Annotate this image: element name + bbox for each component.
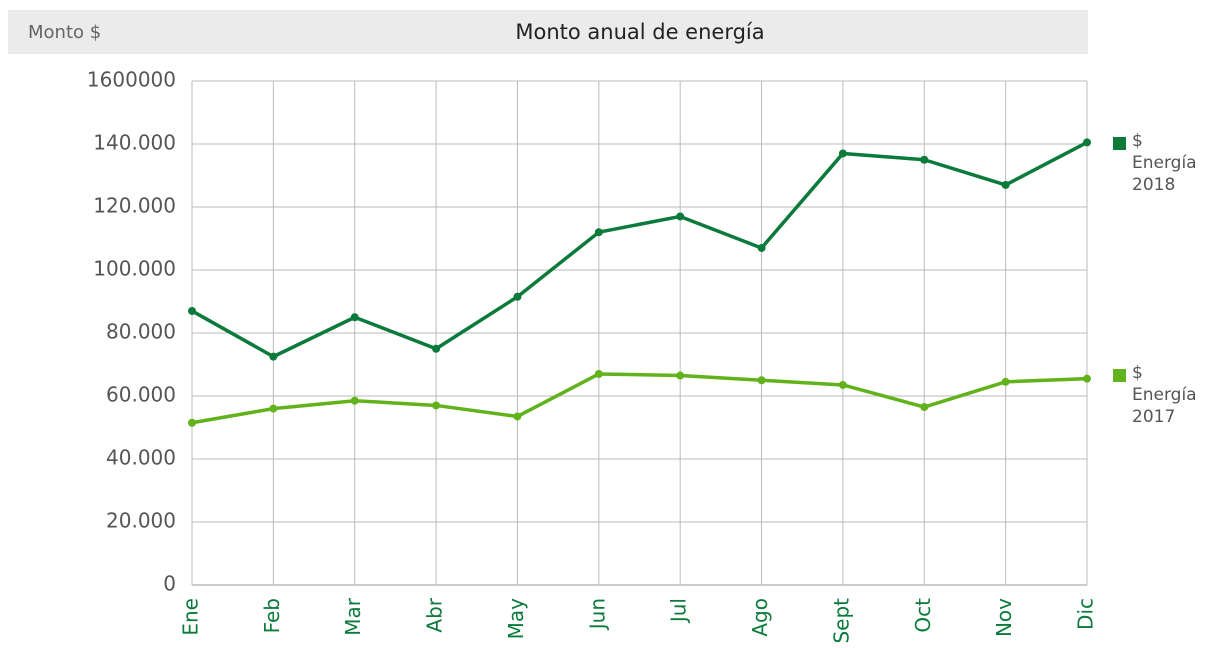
x-tick-label: Jun [585,598,609,631]
series-line [191,140,1088,359]
data-point [757,376,766,385]
legend-swatch [1113,137,1126,150]
x-tick-label: Nov [992,598,1016,637]
x-tick-label: Mar [341,597,365,636]
data-point [676,212,685,221]
y-tick-label: 1600000 [87,68,176,92]
x-tick-label: Ene [179,598,203,636]
data-point [594,369,603,378]
data-point [513,292,522,301]
data-point [350,313,359,322]
series-line [191,372,1088,425]
data-point [1083,138,1091,147]
data-point [838,149,847,158]
data-point [594,228,603,237]
data-point [432,344,441,353]
x-tick-label: Dic [1074,598,1098,630]
data-point [838,380,847,389]
data-point [188,418,196,427]
x-tick-label: Jul [667,598,691,624]
data-point [188,306,196,315]
legend-label: $ Energía 2018 [1132,131,1197,195]
x-tick-label: Abr [423,597,447,632]
data-point [513,412,522,421]
legend-label: $ Energía 2017 [1132,363,1197,427]
y-axis-label: Monto $ [28,22,101,43]
data-point [350,396,359,405]
data-point [1001,377,1010,386]
data-point [920,403,929,412]
y-tick-label: 40.000 [106,446,176,470]
data-point [432,401,441,410]
x-tick-label: May [504,598,528,640]
chart-title: Monto anual de energía [515,20,764,44]
y-tick-label: 100.000 [93,257,176,281]
y-tick-label: 0 [163,572,176,596]
data-point [269,352,278,361]
y-tick-label: 20.000 [106,509,176,533]
y-tick-label: 120.000 [93,194,176,218]
y-tick-label: 80.000 [106,320,176,344]
data-point [269,404,278,413]
data-point [1001,180,1010,189]
header-bar [8,10,1088,54]
data-point [1083,374,1091,383]
x-tick-label: Ago [748,598,772,637]
x-tick-label: Sept [829,598,853,644]
legend-swatch [1113,369,1126,382]
y-tick-label: 60.000 [106,383,176,407]
x-tick-label: Oct [911,598,935,633]
x-tick-label: Feb [260,598,284,633]
data-point [676,371,685,380]
y-tick-label: 140.000 [93,131,176,155]
data-point [920,155,929,164]
data-point [757,243,766,252]
